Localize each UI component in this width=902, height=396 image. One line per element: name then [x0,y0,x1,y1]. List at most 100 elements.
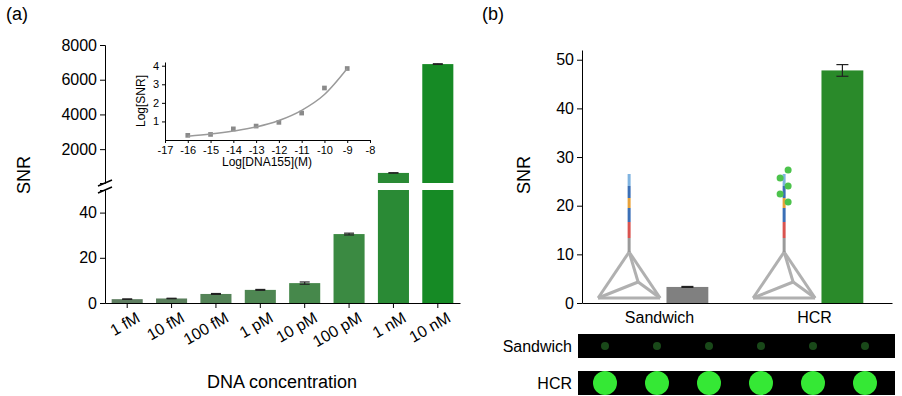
y-axis-line [582,51,583,304]
y-lower-axis-line [100,191,106,304]
inset-y-tick-label: 4 [153,60,159,72]
error-bar [388,172,398,173]
error-bar-cap [122,299,132,300]
y-tick: 10 [556,246,582,263]
error-bar-cap [344,233,354,234]
y-tick: 0 [565,295,582,312]
inset-x-tick-label: -8 [366,144,376,156]
inset-x-tick: -16 [180,140,196,156]
panel-a: (a)0204020004000600080001 fM10 fM100 fM1… [6,0,461,392]
dna-strand [628,174,631,186]
inset-x-tick-label: -10 [317,144,333,156]
y-upper-tick: 6000 [61,71,105,88]
panel-b: (b)01020304050SandwichHCRSNRSandwichHCR [482,4,895,395]
axis-break [98,187,112,193]
strip-background [578,371,895,395]
bar [112,299,143,303]
y-lower-tick-mark [100,258,105,259]
inset-x-tick-mark [188,140,189,143]
inset-y-tick-mark [162,84,165,85]
error-bar-stem [842,65,843,77]
microscopy-spot [653,342,661,350]
microscopy-spot [809,342,817,350]
error-bar [167,298,177,299]
dna-strand [628,208,631,222]
inset-x-tick: -8 [366,140,376,156]
x-tick-label: 10 nM [406,309,453,346]
y-tick-label: 40 [556,100,574,117]
error-bar-cap [388,172,398,173]
y-tick: 50 [556,51,582,68]
image-row-label: HCR [537,375,572,392]
microscopy-spot [705,342,713,350]
error-bar-cap [433,64,443,65]
microscopy-strip [578,371,895,395]
point [185,133,190,138]
error-bar-cap [167,298,177,299]
x-axis-line [106,303,461,304]
bar [378,190,409,303]
x-tick-label: 1 nM [370,309,409,342]
x-tick: Sandwich [625,303,694,326]
x-tick-mark [171,303,172,308]
inset-x-tick-label: -9 [343,144,353,156]
y-lower-tick-mark [100,303,105,304]
microscopy-strip [578,334,895,358]
error-bar [836,65,848,77]
error-bar-cap [681,286,693,287]
probe-illustrations [598,167,815,299]
inset-x-tick-mark [279,140,280,143]
inset-x-tick-label: -15 [203,144,219,156]
x-axis: 1 fM10 fM100 fM1 pM10 pM100 pM1 nM10 nM [106,303,461,350]
inset-x-tick-label: -13 [249,144,265,156]
inset-x-tick-label: -14 [226,144,242,156]
y-tick-label: 30 [556,149,574,166]
error-bar [255,289,265,291]
error-bar-cap [211,294,221,295]
hcr-label [785,199,792,206]
tetrahedron-edge [598,297,660,300]
panel-label: (b) [482,4,504,24]
x-axis: SandwichHCR [583,303,893,326]
plot-area [666,65,863,303]
inset-y-tick-mark [162,103,165,104]
y-tick-label: 50 [556,51,574,68]
tetrahedron-probe [753,167,815,299]
x-axis-title: DNA concentration [207,372,357,392]
image-row-label: Sandwich [503,338,572,355]
bar [289,283,320,303]
inset-x-tick-mark [302,140,303,143]
error-bar-cap [836,64,848,65]
inset-y-tick: 1 [153,115,165,127]
y-tick-mark [577,157,582,158]
y-upper-tick-label: 6000 [61,71,97,88]
error-bar [433,63,443,65]
y-lower-tick-label: 20 [79,249,97,266]
figure: (a)0204020004000600080001 fM10 fM100 fM1… [0,0,902,396]
y-lower-tick: 0 [88,295,105,312]
inset-x-tick: -13 [249,140,265,156]
x-tick-mark [349,303,350,308]
inset-x-tick-mark [347,140,348,143]
error-bar-cap [300,281,310,282]
error-bar [211,293,221,295]
error-bar-cap [433,63,443,64]
x-tick-mark [260,303,261,308]
inset-x-tick-label: -11 [295,144,310,156]
error-bar-cap [211,293,221,294]
bar [200,294,231,303]
inset-x-axis-title: Log[DNA155](M) [222,155,312,169]
inset-x-tick: -17 [158,140,174,156]
y-upper-tick-mark [100,149,105,150]
y-upper-tick-label: 2000 [61,141,97,158]
hcr-label [777,175,784,182]
microscopy-spot [749,371,773,395]
y-lower-tick-label: 40 [79,204,97,221]
error-bar-cap [681,287,693,288]
inset-y-axis-title: Log[SNR] [134,75,148,127]
y-lower-tick: 20 [79,249,105,266]
y-upper-tick-mark [100,80,105,81]
y-tick: 40 [556,100,582,117]
y-upper-tick: 8000 [61,37,105,54]
y-upper-axis-line [100,46,106,184]
